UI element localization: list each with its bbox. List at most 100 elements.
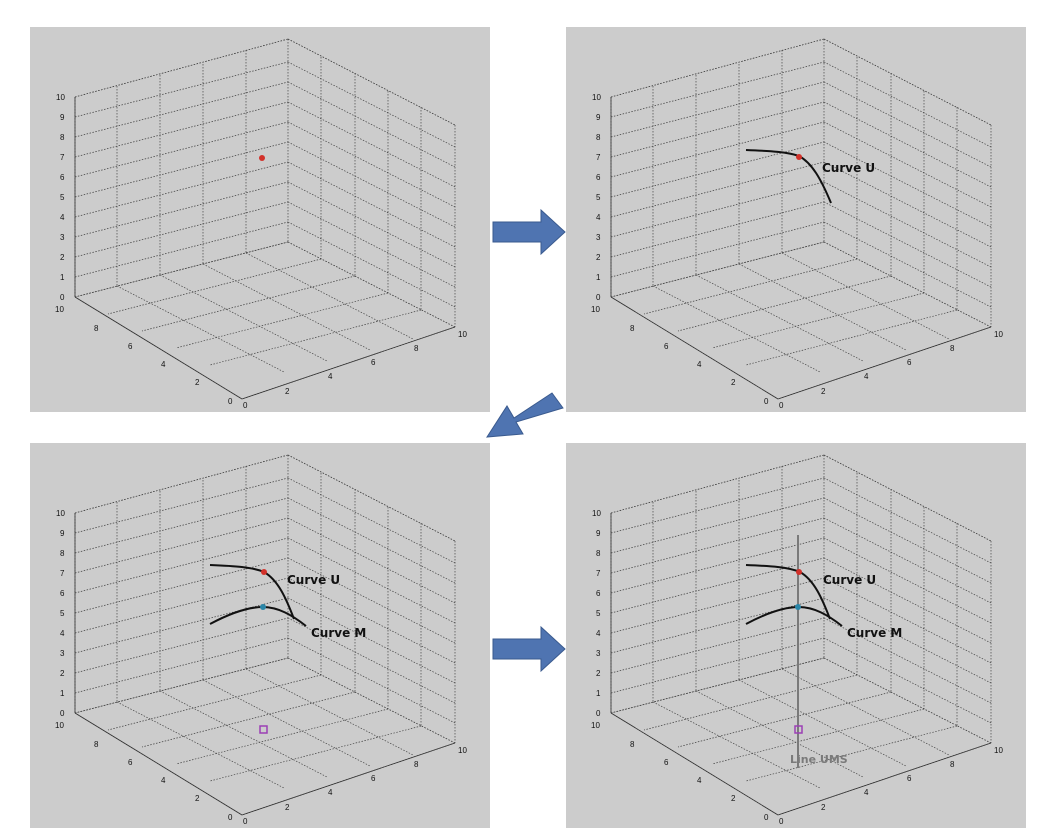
z-tick-5: 5 xyxy=(596,609,601,618)
x-tick-0: 0 xyxy=(243,817,248,826)
y-tick-4: 4 xyxy=(697,776,702,785)
z-tick-8: 8 xyxy=(596,133,601,142)
y-tick-6: 6 xyxy=(128,758,133,767)
z-tick-7: 7 xyxy=(596,569,601,578)
x-tick-0: 0 xyxy=(243,401,248,410)
x-tick-8: 8 xyxy=(950,760,955,769)
z-tick-6: 6 xyxy=(60,589,65,598)
y-tick-4: 4 xyxy=(697,360,702,369)
x-tick-8: 8 xyxy=(414,344,419,353)
z-axis-ticks: 0 1 2 3 4 5 6 7 8 9 10 xyxy=(56,509,65,718)
z-tick-7: 7 xyxy=(596,153,601,162)
y-axis-ticks: 10 8 6 4 2 0 xyxy=(591,305,769,406)
x-tick-6: 6 xyxy=(907,358,912,367)
z-tick-6: 6 xyxy=(596,589,601,598)
z-tick-10: 10 xyxy=(56,509,65,518)
x-axis-ticks: 0 2 4 6 8 10 xyxy=(243,330,467,410)
y-tick-10: 10 xyxy=(591,721,600,730)
z-tick-7: 7 xyxy=(60,569,65,578)
y-tick-8: 8 xyxy=(94,740,99,749)
curve-u-label: Curve U xyxy=(287,573,340,587)
y-tick-0: 0 xyxy=(764,813,769,822)
y-tick-8: 8 xyxy=(630,324,635,333)
y-tick-0: 0 xyxy=(764,397,769,406)
z-tick-9: 9 xyxy=(60,113,65,122)
point-u xyxy=(259,155,265,161)
z-tick-10: 10 xyxy=(56,93,65,102)
y-tick-6: 6 xyxy=(664,342,669,351)
z-tick-5: 5 xyxy=(60,193,65,202)
y-tick-2: 2 xyxy=(731,378,736,387)
square-marker xyxy=(259,725,268,734)
point-u xyxy=(796,569,802,575)
z-tick-5: 5 xyxy=(596,193,601,202)
z-axis-ticks: 0 1 2 3 4 5 6 7 8 9 10 xyxy=(592,93,601,302)
z-tick-6: 6 xyxy=(596,173,601,182)
y-tick-10: 10 xyxy=(55,721,64,730)
x-axis-ticks: 0 2 4 6 8 10 xyxy=(779,746,1003,826)
z-tick-4: 4 xyxy=(60,629,65,638)
y-tick-8: 8 xyxy=(630,740,635,749)
curve-m-label: Curve M xyxy=(847,626,902,640)
z-tick-3: 3 xyxy=(596,649,601,658)
down-left-arrow-icon xyxy=(486,392,564,438)
x-tick-2: 2 xyxy=(285,387,290,396)
y-axis-ticks: 10 8 6 4 2 0 xyxy=(591,721,769,822)
point-m xyxy=(795,604,801,610)
y-tick-0: 0 xyxy=(228,813,233,822)
z-tick-3: 3 xyxy=(60,233,65,242)
x-tick-6: 6 xyxy=(371,774,376,783)
z-tick-4: 4 xyxy=(60,213,65,222)
x-tick-6: 6 xyxy=(907,774,912,783)
right-arrow-icon xyxy=(492,625,566,673)
curve-m-label: Curve M xyxy=(311,626,366,640)
z-tick-2: 2 xyxy=(60,253,65,262)
z-tick-5: 5 xyxy=(60,609,65,618)
y-tick-0: 0 xyxy=(228,397,233,406)
z-axis-ticks: 0 1 2 3 4 5 6 7 8 9 10 xyxy=(56,93,65,302)
y-tick-6: 6 xyxy=(664,758,669,767)
y-tick-2: 2 xyxy=(731,794,736,803)
z-tick-2: 2 xyxy=(596,253,601,262)
panel-step-2: 0 1 2 3 4 5 6 7 8 9 10 10 8 6 4 2 0 0 2 … xyxy=(565,26,1027,413)
square-marker xyxy=(794,725,803,734)
z-tick-9: 9 xyxy=(60,529,65,538)
y-tick-10: 10 xyxy=(591,305,600,314)
z-tick-6: 6 xyxy=(60,173,65,182)
point-u xyxy=(796,154,802,160)
x-tick-10: 10 xyxy=(458,330,467,339)
y-tick-2: 2 xyxy=(195,794,200,803)
x-tick-6: 6 xyxy=(371,358,376,367)
curve-u-label: Curve U xyxy=(823,573,876,587)
z-tick-8: 8 xyxy=(60,549,65,558)
z-tick-0: 0 xyxy=(60,709,65,718)
line-ums-label: Line UMS xyxy=(790,753,848,766)
point-m xyxy=(260,604,266,610)
z-tick-1: 1 xyxy=(60,689,65,698)
z-tick-7: 7 xyxy=(60,153,65,162)
x-tick-2: 2 xyxy=(821,803,826,812)
z-tick-4: 4 xyxy=(596,629,601,638)
right-arrow-icon xyxy=(492,208,566,256)
panel-step-1: 0 1 2 3 4 5 6 7 8 9 10 10 8 6 4 2 0 0 2 … xyxy=(29,26,491,413)
y-axis-ticks: 10 8 6 4 2 0 xyxy=(55,721,233,822)
x-tick-8: 8 xyxy=(414,760,419,769)
z-tick-0: 0 xyxy=(60,293,65,302)
x-axis-ticks: 0 2 4 6 8 10 xyxy=(779,330,1003,410)
x-tick-4: 4 xyxy=(328,788,333,797)
x-tick-2: 2 xyxy=(821,387,826,396)
x-tick-4: 4 xyxy=(328,372,333,381)
x-tick-4: 4 xyxy=(864,372,869,381)
x-tick-8: 8 xyxy=(950,344,955,353)
z-tick-10: 10 xyxy=(592,509,601,518)
x-tick-10: 10 xyxy=(994,330,1003,339)
z-tick-3: 3 xyxy=(596,233,601,242)
x-tick-10: 10 xyxy=(458,746,467,755)
z-tick-4: 4 xyxy=(596,213,601,222)
z-tick-9: 9 xyxy=(596,113,601,122)
z-tick-0: 0 xyxy=(596,293,601,302)
z-tick-8: 8 xyxy=(60,133,65,142)
y-axis-ticks: 10 8 6 4 2 0 xyxy=(55,305,233,406)
panel-step-4: 0 1 2 3 4 5 6 7 8 9 10 10 8 6 4 2 0 0 2 … xyxy=(565,442,1027,829)
